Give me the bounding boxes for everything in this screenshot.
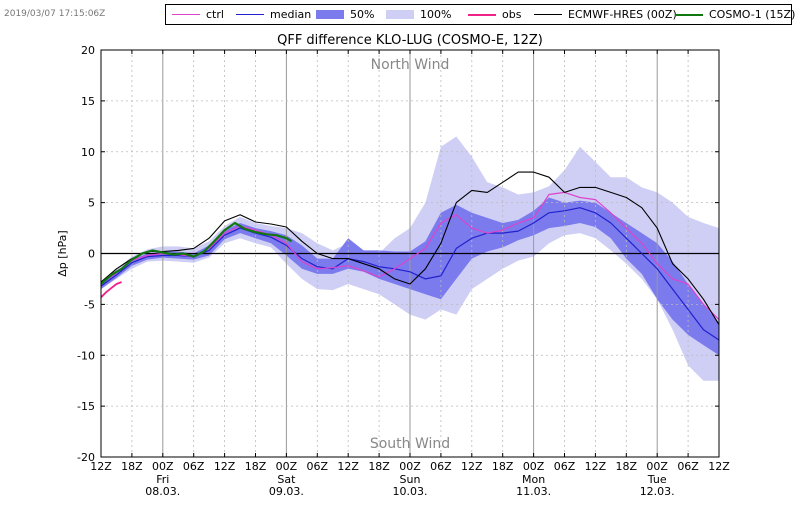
legend-label-median: median [270,8,312,21]
x-tick-label: 00Z [276,460,298,473]
x-tick-label: 06Z [430,460,452,473]
x-tick-label: 12Z [585,460,607,473]
day-label: Sat [277,473,296,486]
axis-ticks: -20 -15 -10 -5 0 5 10 15 20 12Z 18Z 00Z 06Z 12Z 18Z 00Z… [77,44,730,498]
legend-item-ctrl: ctrl [172,5,224,24]
legend-patch-100 [386,10,414,19]
legend-label-100: 100% [420,8,452,21]
legend-swatch-median [236,14,264,15]
timestamp: 2019/03/07 17:15:06Z [4,9,106,19]
date-label: 11.03. [516,485,551,498]
legend-label-50: 50% [350,8,375,21]
x-tick-label: 00Z [152,460,174,473]
day-label: Sun [400,473,421,486]
legend: ctrl median 50% 100% obs ECMWF-HRES (00Z… [165,4,795,25]
legend-item-cosmo1: COSMO-1 (15Z) [675,5,795,24]
x-tick-label: 00Z [399,460,421,473]
annotation-north-wind: North Wind [371,57,450,73]
series-obs [100,281,122,298]
day-label: Tue [647,473,667,486]
date-label: 08.03. [145,485,180,498]
legend-label-obs: obs [502,8,522,21]
date-label: 09.03. [269,485,304,498]
y-tick-label: -10 [77,349,95,362]
legend-item-50: 50% [316,5,374,24]
y-tick-label: 10 [81,146,95,159]
series-cosmo-1-15z [100,221,293,285]
date-label: 12.03. [640,485,675,498]
x-tick-label: 12Z [708,460,730,473]
x-tick-label: 12Z [90,460,112,473]
y-axis-label: Δp [hPa] [56,230,69,276]
x-tick-label: 12Z [461,460,483,473]
series-lines [100,171,720,341]
y-tick-label: 0 [88,248,95,261]
legend-patch-50 [316,10,344,19]
x-tick-label: 18Z [121,460,143,473]
day-label: Mon [522,473,545,486]
legend-swatch-ecmwf [534,14,562,15]
legend-swatch-obs [468,13,496,16]
legend-item-100: 100% [386,5,451,24]
x-tick-label: 00Z [646,460,668,473]
y-tick-label: -20 [77,451,95,464]
legend-item-ecmwf: ECMWF-HRES (00Z) [534,5,677,24]
day-label: Fri [156,473,169,486]
date-label: 10.03. [393,485,428,498]
legend-label-cosmo1: COSMO-1 (15Z) [709,8,796,21]
x-tick-label: 06Z [554,460,576,473]
y-tick-label: 15 [81,95,95,108]
x-tick-label: 06Z [677,460,699,473]
x-tick-label: 06Z [183,460,205,473]
x-tick-label: 18Z [616,460,638,473]
series-ecmwf-hres-00z [100,171,720,325]
x-tick-label: 18Z [245,460,267,473]
legend-label-ctrl: ctrl [206,8,224,21]
x-tick-label: 06Z [307,460,329,473]
legend-swatch-cosmo1 [675,13,703,16]
legend-label-ecmwf: ECMWF-HRES (00Z) [568,8,677,21]
legend-item-obs: obs [468,5,521,24]
legend-item-median: median [236,5,311,24]
chart-title: QFF difference KLO-LUG (COSMO-E, 12Z) [277,33,543,48]
annotation-south-wind: South Wind [370,436,450,452]
x-tick-label: 18Z [492,460,514,473]
y-tick-label: 20 [81,44,95,57]
y-tick-label: -15 [77,400,95,413]
x-tick-label: 12Z [214,460,236,473]
y-tick-label: 5 [88,197,95,210]
legend-swatch-ctrl [172,14,200,15]
y-tick-label: -5 [84,298,95,311]
x-tick-label: 18Z [368,460,390,473]
x-tick-label: 12Z [337,460,359,473]
x-tick-label: 00Z [523,460,545,473]
